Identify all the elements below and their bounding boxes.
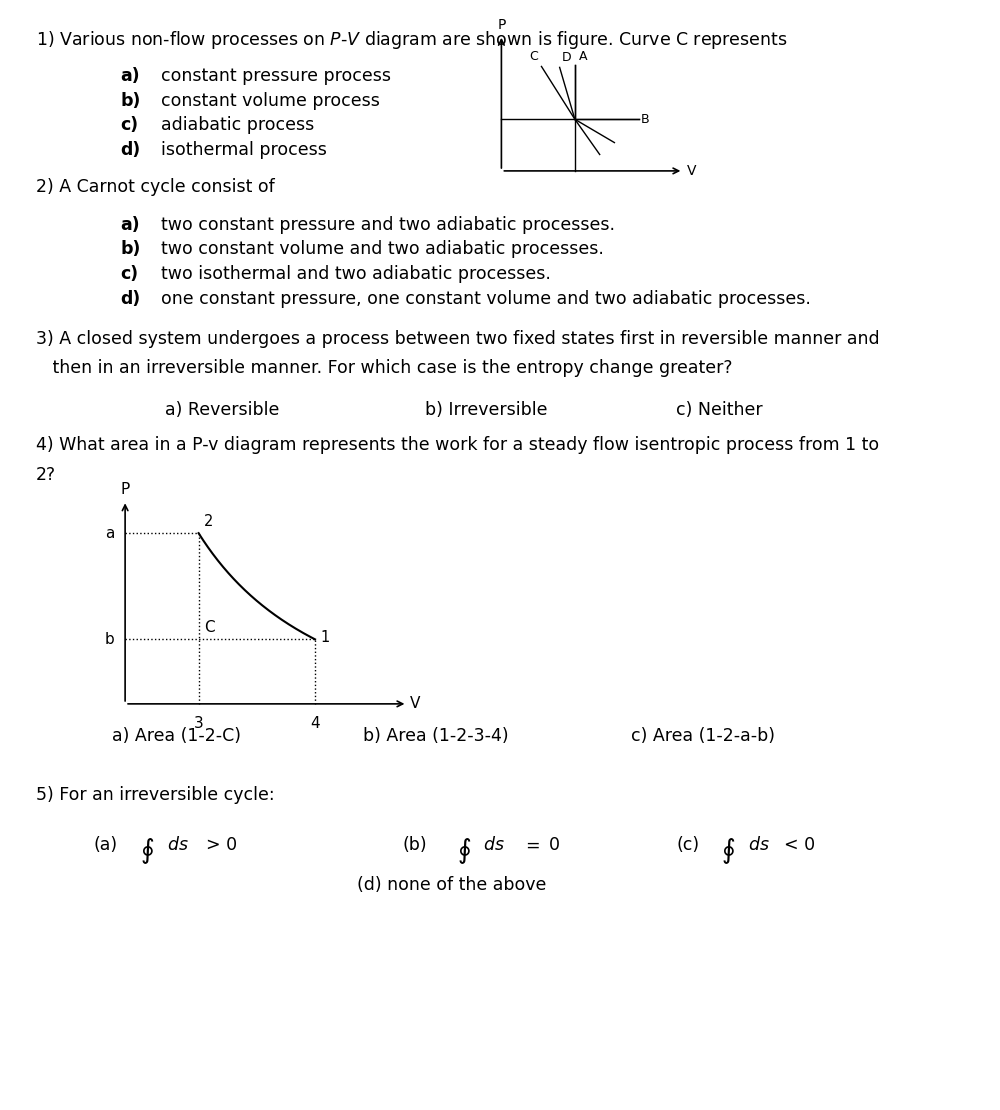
Text: constant pressure process: constant pressure process xyxy=(161,67,391,84)
Text: P: P xyxy=(120,483,130,497)
Text: V: V xyxy=(687,164,696,178)
Text: two isothermal and two adiabatic processes.: two isothermal and two adiabatic process… xyxy=(161,265,551,283)
Text: two constant volume and two adiabatic processes.: two constant volume and two adiabatic pr… xyxy=(161,241,604,259)
Text: (b): (b) xyxy=(403,836,427,854)
Text: a): a) xyxy=(121,67,140,84)
Text: one constant pressure, one constant volume and two adiabatic processes.: one constant pressure, one constant volu… xyxy=(161,290,811,307)
Text: (d) none of the above: (d) none of the above xyxy=(357,876,547,894)
Text: two constant pressure and two adiabatic processes.: two constant pressure and two adiabatic … xyxy=(161,215,615,233)
Text: b) Irreversible: b) Irreversible xyxy=(425,401,548,420)
Text: 2) A Carnot cycle consist of: 2) A Carnot cycle consist of xyxy=(36,178,274,195)
Text: C: C xyxy=(204,620,215,635)
Text: B: B xyxy=(641,113,650,125)
Text: V: V xyxy=(410,696,420,712)
Text: c) Neither: c) Neither xyxy=(676,401,763,420)
Text: A: A xyxy=(578,50,587,63)
Text: C: C xyxy=(529,50,538,63)
Text: a): a) xyxy=(121,215,140,233)
Text: P: P xyxy=(497,18,506,32)
Text: 4: 4 xyxy=(310,716,320,730)
Text: $=$: $=$ xyxy=(522,836,540,854)
Text: b): b) xyxy=(121,91,141,110)
Text: c): c) xyxy=(121,265,139,283)
Text: $\oint$: $\oint$ xyxy=(140,836,155,866)
Text: $ds$: $ds$ xyxy=(483,836,505,854)
Text: b): b) xyxy=(121,241,141,259)
Text: d): d) xyxy=(121,290,141,307)
Text: (c): (c) xyxy=(676,836,699,854)
Text: < 0: < 0 xyxy=(784,836,815,854)
Text: 2: 2 xyxy=(204,514,213,529)
Text: 0: 0 xyxy=(549,836,560,854)
Text: c) Area (1-2-a-b): c) Area (1-2-a-b) xyxy=(631,727,775,745)
Text: b) Area (1-2-3-4): b) Area (1-2-3-4) xyxy=(363,727,508,745)
Text: adiabatic process: adiabatic process xyxy=(161,117,314,134)
Text: 5) For an irreversible cycle:: 5) For an irreversible cycle: xyxy=(36,786,274,805)
Text: D: D xyxy=(561,51,571,64)
Text: 4) What area in a P-v diagram represents the work for a steady flow isentropic p: 4) What area in a P-v diagram represents… xyxy=(36,436,879,454)
Text: $\oint$: $\oint$ xyxy=(457,836,471,866)
Text: 3) A closed system undergoes a process between two fixed states first in reversi: 3) A closed system undergoes a process b… xyxy=(36,330,879,347)
Text: a) Reversible: a) Reversible xyxy=(165,401,280,420)
Text: b: b xyxy=(105,632,114,647)
Text: 1) Various non-flow processes on $P$-$V$ diagram are shown is figure. Curve C re: 1) Various non-flow processes on $P$-$V$… xyxy=(36,29,787,51)
Text: (a): (a) xyxy=(94,836,118,854)
Text: a: a xyxy=(105,526,114,541)
Text: constant volume process: constant volume process xyxy=(161,91,380,110)
Text: $ds$: $ds$ xyxy=(167,836,189,854)
Text: $\oint$: $\oint$ xyxy=(721,836,735,866)
Text: d): d) xyxy=(121,141,141,159)
Text: isothermal process: isothermal process xyxy=(161,141,327,159)
Text: 3: 3 xyxy=(194,716,203,730)
Text: $ds$: $ds$ xyxy=(748,836,769,854)
Text: c): c) xyxy=(121,117,139,134)
Text: 1: 1 xyxy=(320,629,330,645)
Text: a) Area (1-2-C): a) Area (1-2-C) xyxy=(112,727,241,745)
Text: > 0: > 0 xyxy=(206,836,237,854)
Text: then in an irreversible manner. For which case is the entropy change greater?: then in an irreversible manner. For whic… xyxy=(36,360,732,377)
Text: 2?: 2? xyxy=(36,466,56,484)
